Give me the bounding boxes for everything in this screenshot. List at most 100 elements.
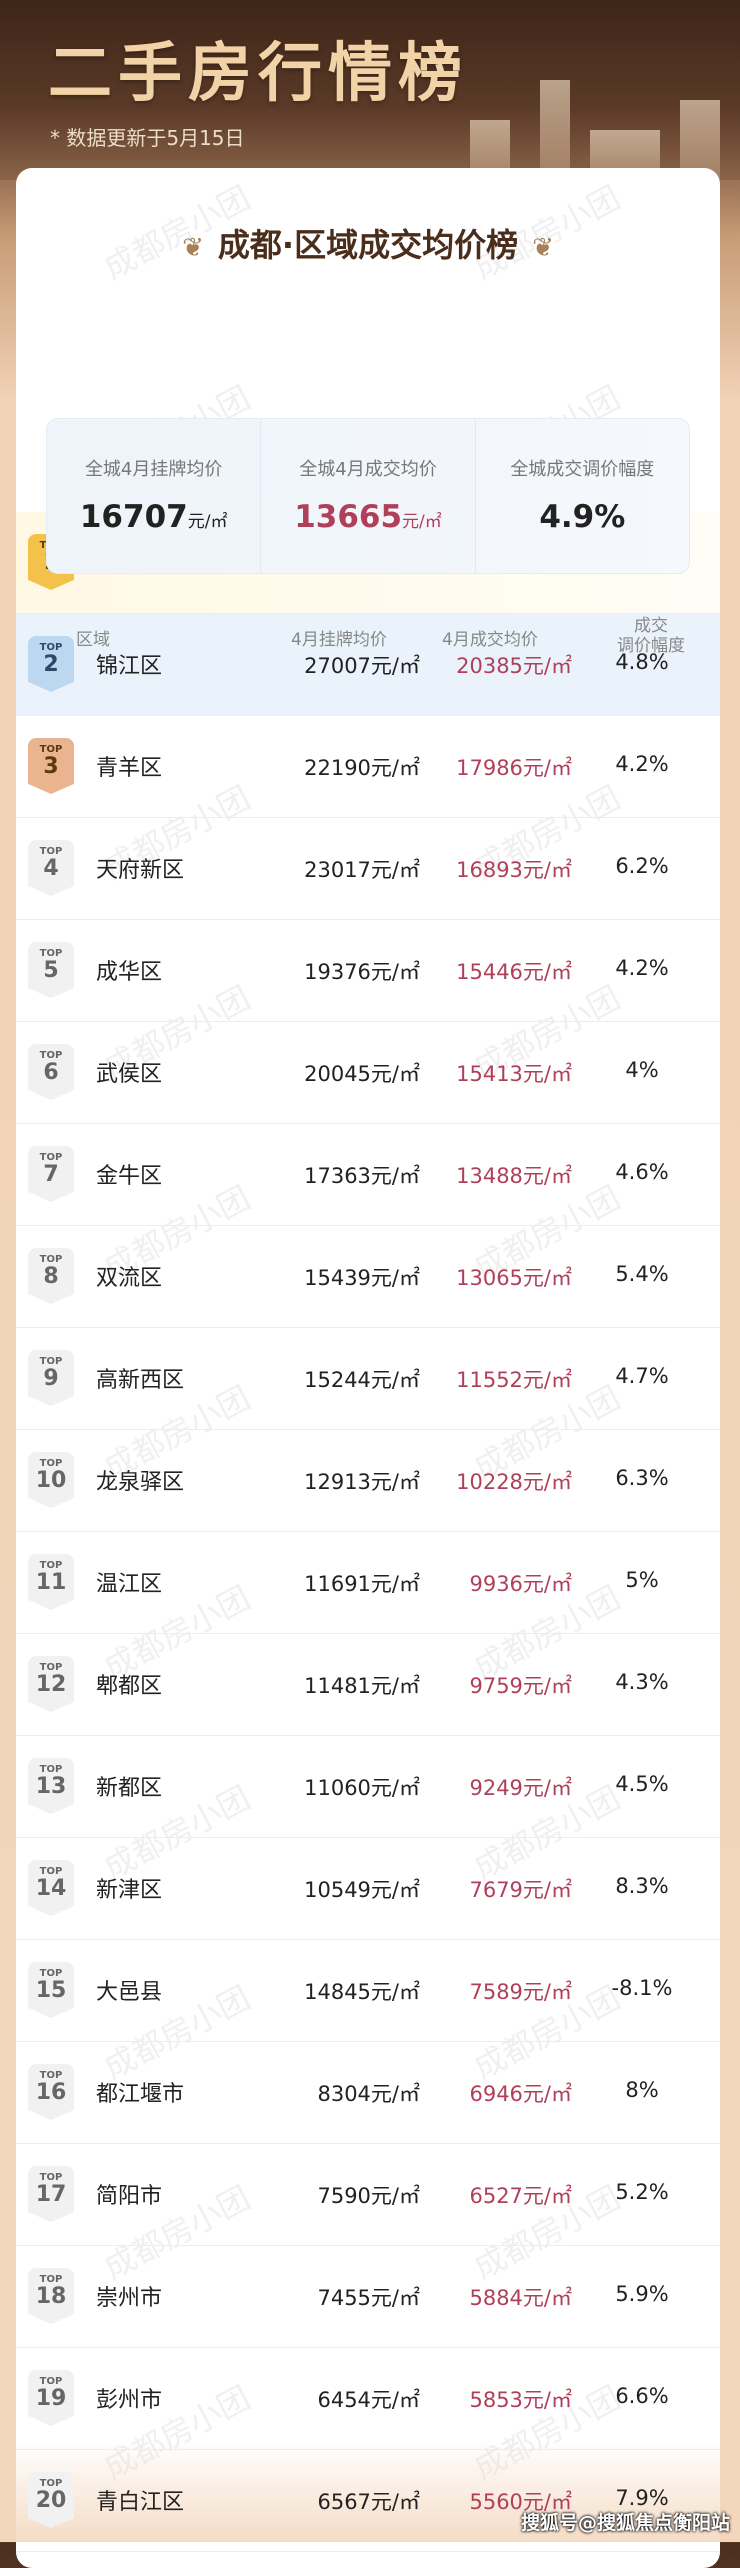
region-name: 大邑县: [96, 1980, 163, 2005]
rank-badge: TOP 12: [28, 1656, 74, 1712]
city-summary: 全城4月挂牌均价 16707元/㎡ 全城4月成交均价 13665元/㎡ 全城成交…: [46, 418, 690, 574]
region-name: 高新西区: [96, 1368, 185, 1393]
column-header-region: 区域: [76, 630, 110, 650]
rank-badge: TOP 10: [28, 1452, 74, 1508]
rank-badge: TOP 2: [28, 636, 74, 692]
region-name: 新都区: [96, 1776, 163, 1801]
rank-badge: TOP 14: [28, 1860, 74, 1916]
summary-value: 4.9%: [539, 499, 626, 535]
ranking-card: 成都房小团 成都房小团 成都房小团 成都房小团 成都房小团 成都房小团 成都房小团 成都房小团…: [16, 168, 720, 2568]
listing-price: 23017元/㎡: [304, 858, 420, 882]
laurel-right-icon: ❦: [532, 233, 554, 263]
table-row: TOP 7 金牛区 17363元/㎡ 13488元/㎡ 4.6%: [16, 1124, 720, 1226]
rank-badge: TOP 8: [28, 1248, 74, 1304]
deal-price: 16893元/㎡: [456, 858, 572, 882]
deal-price: 9759元/㎡: [469, 1674, 572, 1698]
listing-price: 8304元/㎡: [317, 2082, 420, 2106]
summary-label: 全城成交调价幅度: [510, 459, 655, 480]
price-change: 4.3%: [615, 1670, 669, 1694]
listing-price: 22190元/㎡: [304, 756, 420, 780]
card-title-text: 成都·区域成交均价榜: [217, 226, 519, 264]
rank-badge: TOP 18: [28, 2268, 74, 2324]
region-name: 温江区: [96, 1572, 163, 1597]
rank-badge: TOP 20: [28, 2472, 74, 2528]
price-change: 6.2%: [615, 854, 669, 878]
table-row: TOP 13 新都区 11060元/㎡ 9249元/㎡ 4.5%: [16, 1736, 720, 1838]
listing-price: 7590元/㎡: [317, 2184, 420, 2208]
summary-label: 全城4月成交均价: [299, 459, 437, 480]
table-row: TOP 5 成华区 19376元/㎡ 15446元/㎡ 4.2%: [16, 920, 720, 1022]
listing-price: 7455元/㎡: [317, 2286, 420, 2310]
summary-change: 全城成交调价幅度 4.9%: [476, 419, 689, 573]
deal-price: 5853元/㎡: [469, 2388, 572, 2412]
summary-value: 16707元/㎡: [79, 499, 228, 535]
rank-badge: TOP 7: [28, 1146, 74, 1202]
table-row: TOP 3 青羊区 22190元/㎡ 17986元/㎡ 4.2%: [16, 716, 720, 818]
table-row: TOP 6 武侯区 20045元/㎡ 15413元/㎡ 4%: [16, 1022, 720, 1124]
table-row: TOP 19 彭州市 6454元/㎡ 5853元/㎡ 6.6%: [16, 2348, 720, 2450]
price-change: 5.9%: [615, 2282, 669, 2306]
price-change: 8.3%: [615, 1874, 669, 1898]
column-header-listing: 4月挂牌均价: [291, 630, 387, 650]
table-row: TOP 11 温江区 11691元/㎡ 9936元/㎡ 5%: [16, 1532, 720, 1634]
deal-price: 6527元/㎡: [469, 2184, 572, 2208]
region-name: 崇州市: [96, 2286, 163, 2311]
table-row: TOP 9 高新西区 15244元/㎡ 11552元/㎡ 4.7%: [16, 1328, 720, 1430]
rank-badge: TOP 16: [28, 2064, 74, 2120]
table-row: TOP 20 青白江区 6567元/㎡ 5560元/㎡ 7.9%: [16, 2450, 720, 2552]
rank-badge: TOP 5: [28, 942, 74, 998]
page-header: 二手房行情榜 * 数据更新于5月15日: [0, 0, 740, 180]
price-change: 6.6%: [615, 2384, 669, 2408]
deal-price: 9249元/㎡: [469, 1776, 572, 1800]
deal-price: 7589元/㎡: [469, 1980, 572, 2004]
deal-price: 7679元/㎡: [469, 1878, 572, 1902]
price-change: 5.4%: [615, 1262, 669, 1286]
table-row: TOP 10 龙泉驿区 12913元/㎡ 10228元/㎡ 6.3%: [16, 1430, 720, 1532]
summary-label: 全城4月挂牌均价: [84, 459, 223, 480]
table-row: TOP 2 锦江区 27007元/㎡ 20385元/㎡ 4.8%: [16, 614, 720, 716]
price-change: 4.8%: [615, 650, 669, 674]
table-row: TOP 16 都江堰市 8304元/㎡ 6946元/㎡ 8%: [16, 2042, 720, 2144]
region-name: 青白江区: [96, 2490, 185, 2515]
table-row: TOP 4 天府新区 23017元/㎡ 16893元/㎡ 6.2%: [16, 818, 720, 920]
listing-price: 17363元/㎡: [304, 1164, 420, 1188]
region-name: 金牛区: [96, 1164, 163, 1189]
region-name: 都江堰市: [96, 2082, 185, 2107]
price-change: 5.2%: [615, 2180, 669, 2204]
region-name: 简阳市: [96, 2184, 163, 2209]
region-name: 双流区: [96, 1266, 163, 1291]
decorative-buildings: [410, 60, 740, 180]
price-change: 4%: [625, 1058, 659, 1082]
rank-badge: TOP 3: [28, 738, 74, 794]
rank-badge: TOP 9: [28, 1350, 74, 1406]
listing-price: 12913元/㎡: [304, 1470, 420, 1494]
table-row: TOP 15 大邑县 14845元/㎡ 7589元/㎡ -8.1%: [16, 1940, 720, 2042]
region-name: 青羊区: [96, 756, 163, 781]
region-name: 郫都区: [96, 1674, 163, 1699]
price-change: 4.7%: [615, 1364, 669, 1388]
deal-price: 13065元/㎡: [456, 1266, 572, 1290]
laurel-left-icon: ❦: [182, 233, 204, 263]
listing-price: 14845元/㎡: [304, 1980, 420, 2004]
price-change: 8%: [625, 2078, 659, 2102]
table-row: TOP 8 双流区 15439元/㎡ 13065元/㎡ 5.4%: [16, 1226, 720, 1328]
rank-badge: TOP 11: [28, 1554, 74, 1610]
column-header-change: 成交 调价幅度: [617, 616, 685, 657]
listing-price: 19376元/㎡: [304, 960, 420, 984]
table-row: TOP 12 郫都区 11481元/㎡ 9759元/㎡ 4.3%: [16, 1634, 720, 1736]
listing-price: 15244元/㎡: [304, 1368, 420, 1392]
price-change: 7.9%: [615, 2486, 669, 2510]
listing-price: 15439元/㎡: [304, 1266, 420, 1290]
listing-price: 6567元/㎡: [317, 2490, 420, 2514]
listing-price: 11691元/㎡: [304, 1572, 420, 1596]
table-row: TOP 18 崇州市 7455元/㎡ 5884元/㎡ 5.9%: [16, 2246, 720, 2348]
rank-badge: TOP 6: [28, 1044, 74, 1100]
table-row: TOP 17 简阳市 7590元/㎡ 6527元/㎡ 5.2%: [16, 2144, 720, 2246]
region-name: 成华区: [96, 960, 163, 985]
region-name: 彭州市: [96, 2388, 163, 2413]
rank-badge: TOP 4: [28, 840, 74, 896]
deal-price: 11552元/㎡: [456, 1368, 572, 1392]
region-name: 武侯区: [96, 1062, 163, 1087]
table-row: TOP 14 新津区 10549元/㎡ 7679元/㎡ 8.3%: [16, 1838, 720, 1940]
price-change: 4.5%: [615, 1772, 669, 1796]
